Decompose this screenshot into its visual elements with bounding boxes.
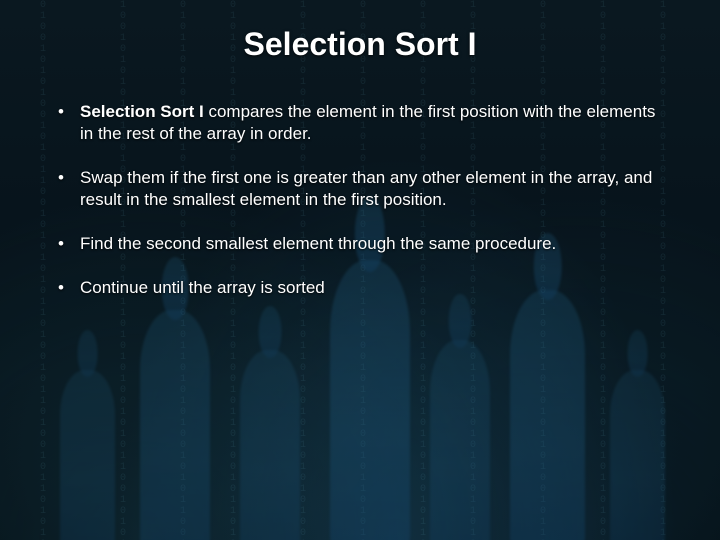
slide-container: Selection Sort I Selection Sort I compar… (0, 0, 720, 540)
bullet-text: Continue until the array is sorted (80, 278, 325, 297)
bullet-list: Selection Sort I compares the element in… (48, 101, 672, 300)
bullet-text: Find the second smallest element through… (80, 234, 556, 253)
bullet-item: Swap them if the first one is greater th… (56, 167, 672, 211)
bullet-item: Continue until the array is sorted (56, 277, 672, 299)
bullet-item: Selection Sort I compares the element in… (56, 101, 672, 145)
bullet-item: Find the second smallest element through… (56, 233, 672, 255)
bullet-bold: Selection Sort I (80, 102, 204, 121)
slide-title: Selection Sort I (48, 26, 672, 63)
bullet-text: Swap them if the first one is greater th… (80, 168, 652, 209)
